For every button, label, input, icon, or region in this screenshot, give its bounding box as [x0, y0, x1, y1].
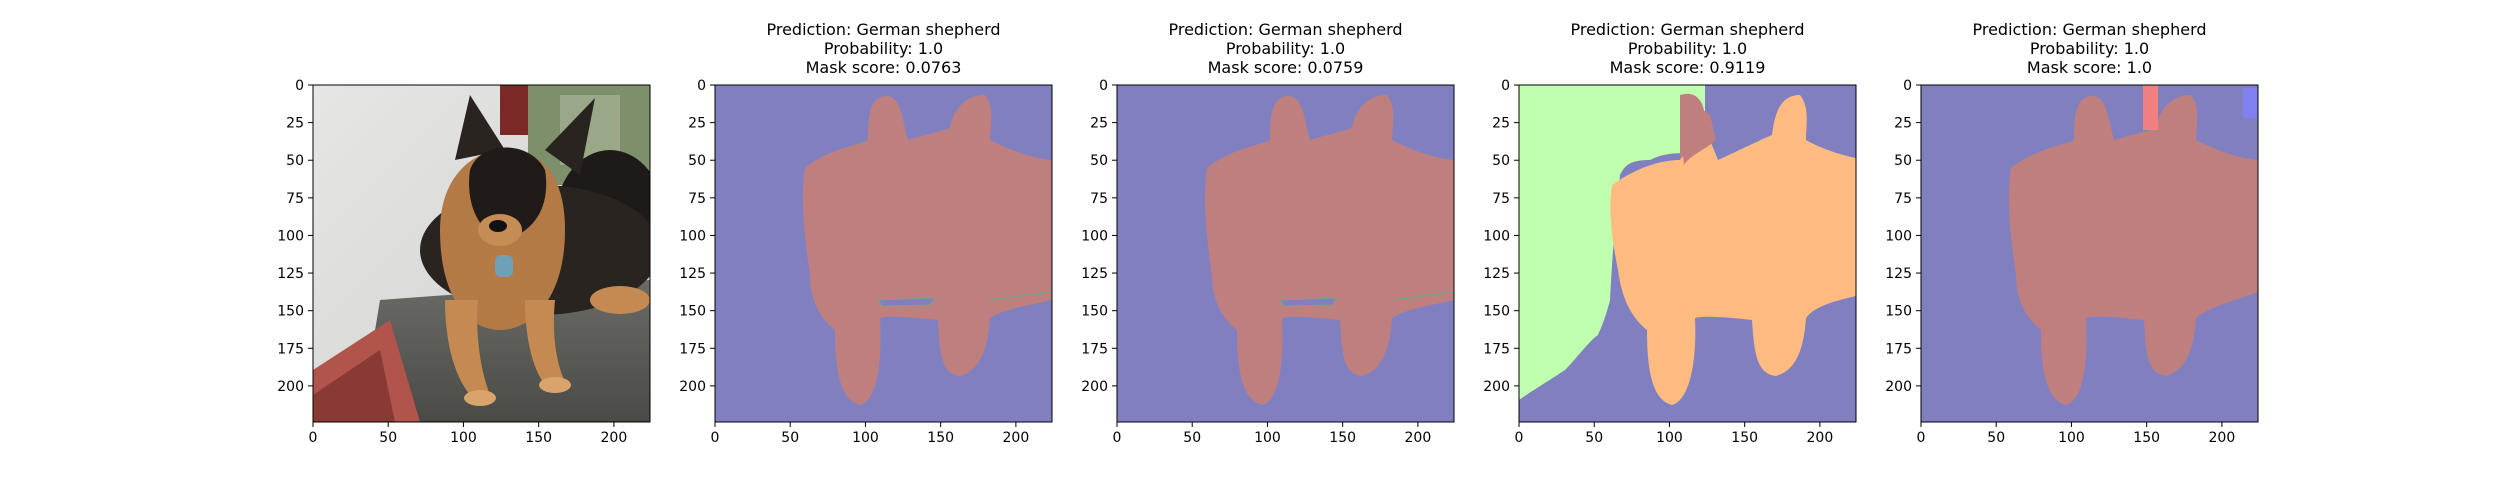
y-tick-label: 125	[277, 266, 304, 282]
dog-photo-image	[313, 85, 650, 422]
y-tick-label: 125	[1483, 266, 1510, 282]
mask-panel-2	[1116, 84, 1455, 423]
panel-title-line: Mask score: 1.0	[2027, 58, 2152, 77]
panel-title-line: Prediction: German shepherd	[1570, 20, 1804, 39]
y-tick-label: 25	[1492, 116, 1510, 132]
y-tick-label: 50	[688, 153, 706, 169]
panel-title-line: Mask score: 0.0763	[806, 58, 962, 77]
x-tick-label: 100	[852, 430, 879, 446]
y-tick-label: 50	[1492, 153, 1510, 169]
mask-image-4	[1921, 85, 2258, 422]
y-tick-label: 200	[1081, 379, 1108, 395]
y-tick-label: 50	[1894, 153, 1912, 169]
y-tick-label: 0	[1501, 78, 1510, 94]
x-tick-label: 0	[1515, 430, 1524, 446]
y-tick-label: 175	[1483, 341, 1510, 357]
x-tick-label: 50	[379, 430, 397, 446]
x-tick-label: 200	[1003, 430, 1030, 446]
y-tick-label: 0	[295, 78, 304, 94]
x-tick-label: 0	[309, 430, 318, 446]
y-tick-label: 150	[1885, 304, 1912, 320]
x-tick-label: 50	[1183, 430, 1201, 446]
x-tick-label: 150	[2133, 430, 2160, 446]
y-tick-label: 50	[1090, 153, 1108, 169]
x-tick-label: 100	[450, 430, 477, 446]
x-tick-label: 150	[525, 430, 552, 446]
panel-title-line: Prediction: German shepherd	[1972, 20, 2206, 39]
mask-image-2	[1117, 85, 1454, 422]
y-tick-label: 0	[1903, 78, 1912, 94]
y-tick-label: 0	[1099, 78, 1108, 94]
x-tick-label: 200	[1405, 430, 1432, 446]
y-tick-label: 75	[1492, 191, 1510, 207]
y-tick-label: 25	[286, 116, 304, 132]
x-tick-label: 150	[1731, 430, 1758, 446]
y-tick-label: 75	[1894, 191, 1912, 207]
mask-panel-3	[1518, 84, 1857, 423]
panel-title-line: Prediction: German shepherd	[766, 20, 1000, 39]
panel-title-line: Probability: 1.0	[1226, 39, 1345, 58]
y-tick-label: 100	[277, 228, 304, 244]
x-tick-label: 0	[1917, 430, 1926, 446]
y-tick-label: 175	[1885, 341, 1912, 357]
y-tick-label: 200	[679, 379, 706, 395]
x-tick-label: 50	[781, 430, 799, 446]
y-tick-label: 100	[1885, 228, 1912, 244]
y-tick-label: 25	[1894, 116, 1912, 132]
axes-ticks: 0 50 100 150 200 0 25 50 75 100 125 150 175 200 0 50 100…	[277, 78, 2235, 446]
x-tick-label: 150	[1329, 430, 1356, 446]
y-tick-label: 175	[1081, 341, 1108, 357]
y-tick-label: 150	[679, 304, 706, 320]
x-tick-label: 200	[2209, 430, 2236, 446]
y-tick-label: 100	[1483, 228, 1510, 244]
y-tick-label: 200	[277, 379, 304, 395]
y-tick-label: 100	[679, 228, 706, 244]
x-tick-label: 0	[711, 430, 720, 446]
y-tick-label: 150	[1081, 304, 1108, 320]
y-tick-label: 125	[1885, 266, 1912, 282]
y-tick-label: 50	[286, 153, 304, 169]
x-tick-label: 200	[601, 430, 628, 446]
y-tick-label: 25	[1090, 116, 1108, 132]
y-tick-label: 200	[1885, 379, 1912, 395]
mask-image-1	[715, 85, 1052, 422]
x-tick-label: 200	[1807, 430, 1834, 446]
y-tick-label: 125	[1081, 266, 1108, 282]
x-tick-label: 150	[927, 430, 954, 446]
y-tick-label: 100	[1081, 228, 1108, 244]
panel-titles: Prediction: German shepherdProbability: …	[766, 20, 2206, 77]
mask-image-3	[1519, 85, 1856, 422]
y-tick-label: 75	[688, 191, 706, 207]
y-tick-label: 150	[1483, 304, 1510, 320]
y-tick-label: 175	[277, 341, 304, 357]
panel-title-line: Mask score: 0.0759	[1208, 58, 1364, 77]
x-tick-label: 50	[1585, 430, 1603, 446]
panel-title-line: Probability: 1.0	[1628, 39, 1747, 58]
panel-title-line: Probability: 1.0	[2030, 39, 2149, 58]
mask-panel-1	[714, 84, 1053, 423]
y-tick-label: 200	[1483, 379, 1510, 395]
panel-title-line: Probability: 1.0	[824, 39, 943, 58]
panel-title-line: Prediction: German shepherd	[1168, 20, 1402, 39]
x-tick-label: 100	[1656, 430, 1683, 446]
y-tick-label: 0	[697, 78, 706, 94]
y-tick-label: 175	[679, 341, 706, 357]
photo-panel	[312, 84, 651, 423]
mask-panel-4	[1920, 84, 2259, 423]
x-tick-label: 50	[1987, 430, 2005, 446]
x-tick-label: 100	[1254, 430, 1281, 446]
y-tick-label: 25	[688, 116, 706, 132]
x-tick-label: 0	[1113, 430, 1122, 446]
y-tick-label: 150	[277, 304, 304, 320]
x-tick-label: 100	[2058, 430, 2085, 446]
panel-title-line: Mask score: 0.9119	[1610, 58, 1766, 77]
y-tick-label: 75	[286, 191, 304, 207]
y-tick-label: 75	[1090, 191, 1108, 207]
y-tick-label: 125	[679, 266, 706, 282]
